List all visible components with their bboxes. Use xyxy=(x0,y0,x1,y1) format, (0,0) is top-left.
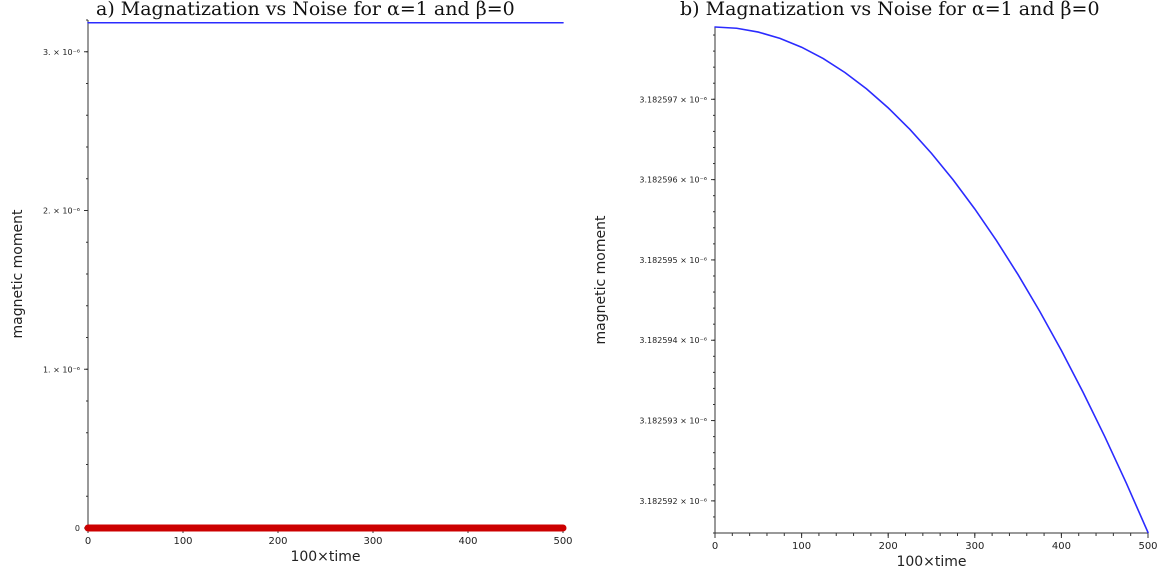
chart-b-y-tick-label: 3.182596 × 10⁻⁶ xyxy=(639,176,707,185)
chart-b-x-tick-label: 500 xyxy=(1138,541,1157,552)
chart-b-x-tick-label: 400 xyxy=(1052,541,1071,552)
chart-a-title: a) Magnatization vs Noise for α=1 and β=… xyxy=(96,0,515,20)
chart-b-title: b) Magnatization vs Noise for α=1 and β=… xyxy=(680,0,1100,20)
chart-a-x-tick-label: 200 xyxy=(268,536,287,547)
chart-b-y-axis-label: magnetic moment xyxy=(593,215,609,344)
chart-b-y-tick-label: 3.182595 × 10⁻⁶ xyxy=(639,256,707,265)
chart-a-y-tick-label: 0 xyxy=(75,524,80,533)
chart-b-series-0-line xyxy=(714,26,1149,534)
chart-a-y-tick-label: 1. × 10⁻⁶ xyxy=(43,365,80,374)
chart-a-y-tick-label: 3. × 10⁻⁶ xyxy=(43,48,80,57)
chart-a-y-tick-label: 2. × 10⁻⁶ xyxy=(43,207,80,216)
chart-b-x-tick-label: 0 xyxy=(712,541,718,552)
chart-b-y-tick-label: 3.182593 × 10⁻⁶ xyxy=(639,417,707,426)
chart-a-x-tick-label: 300 xyxy=(363,536,382,547)
chart-a-y-axis-label: magnetic moment xyxy=(10,209,26,338)
chart-b-x-tick-label: 100 xyxy=(792,541,811,552)
chart-b-x-tick-label: 300 xyxy=(965,541,984,552)
chart-b-x-tick-label: 200 xyxy=(879,541,898,552)
chart-b-x-axis-label: 100×time xyxy=(896,554,966,570)
chart-b-y-tick-label: 3.182592 × 10⁻⁶ xyxy=(639,497,707,506)
chart-a-x-tick-label: 100 xyxy=(173,536,192,547)
chart-b-y-tick-label: 3.182597 × 10⁻⁶ xyxy=(639,95,707,104)
chart-b-y-tick-label: 3.182594 × 10⁻⁶ xyxy=(639,336,707,345)
chart-a-x-axis-label: 100×time xyxy=(290,549,360,565)
chart-a-x-tick-label: 400 xyxy=(458,536,477,547)
chart-a-x-tick-label: 0 xyxy=(85,536,91,547)
chart-a-x-tick-label: 500 xyxy=(553,536,572,547)
